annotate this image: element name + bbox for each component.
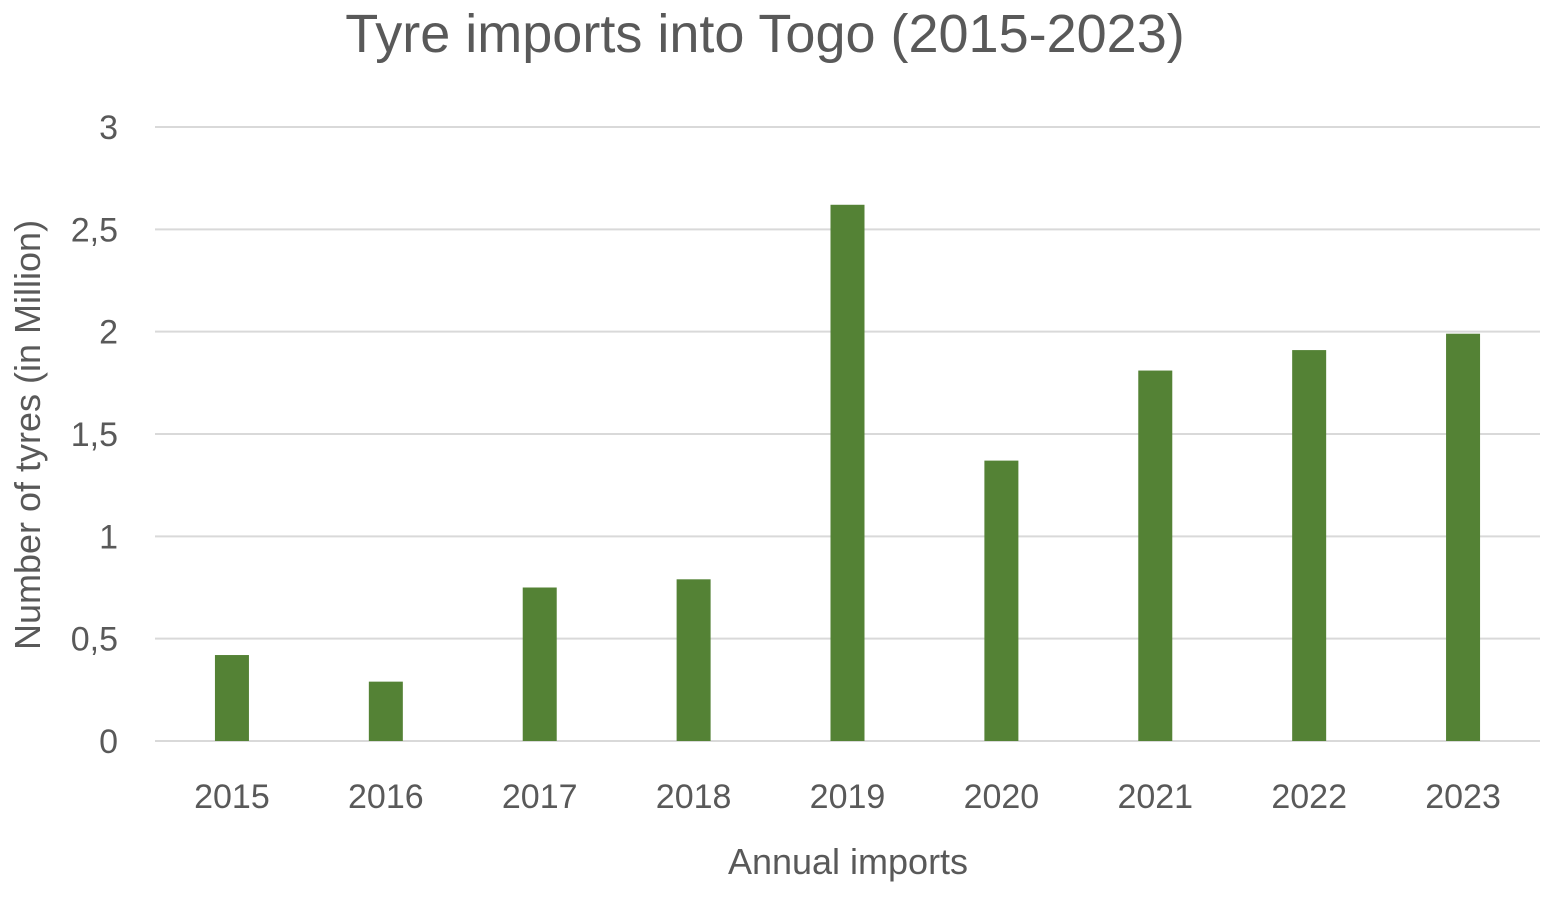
y-tick-label: 2 xyxy=(99,314,118,352)
bars xyxy=(214,204,1481,742)
bar-2022 xyxy=(1292,350,1327,741)
y-tick-label: 0 xyxy=(99,723,118,761)
x-axis-title: Annual imports xyxy=(728,841,968,882)
bar-2021 xyxy=(1138,370,1173,741)
chart-title: Tyre imports into Togo (2015-2023) xyxy=(345,4,1184,64)
x-tick-label: 2020 xyxy=(964,778,1040,816)
bar-2023 xyxy=(1446,333,1481,741)
x-tick-label: 2015 xyxy=(194,778,270,816)
bar-2018 xyxy=(676,579,711,741)
y-tick-label: 3 xyxy=(99,109,118,147)
x-tick-label: 2021 xyxy=(1117,778,1193,816)
y-tick-label: 2,5 xyxy=(71,211,118,249)
y-axis-ticks: 0 0,5 1 1,5 2 2,5 3 xyxy=(71,109,118,761)
y-tick-label: 1,5 xyxy=(71,416,118,454)
y-tick-label: 0,5 xyxy=(71,621,118,659)
bar-2020 xyxy=(984,460,1019,741)
bar-2017 xyxy=(522,587,557,741)
x-axis-ticks: 2015 2016 2017 2018 2019 2020 2021 2022 2023 xyxy=(194,778,1501,816)
x-tick-label: 2017 xyxy=(502,778,578,816)
y-axis-title: Number of tyres (in Million) xyxy=(7,220,48,650)
bar-2016 xyxy=(368,681,403,741)
x-tick-label: 2018 xyxy=(656,778,732,816)
x-tick-label: 2023 xyxy=(1425,778,1501,816)
x-tick-label: 2019 xyxy=(810,778,886,816)
bar-2019 xyxy=(830,204,865,742)
x-tick-label: 2022 xyxy=(1271,778,1347,816)
x-tick-label: 2016 xyxy=(348,778,424,816)
y-tick-label: 1 xyxy=(99,518,118,556)
bar-2015 xyxy=(214,655,249,741)
